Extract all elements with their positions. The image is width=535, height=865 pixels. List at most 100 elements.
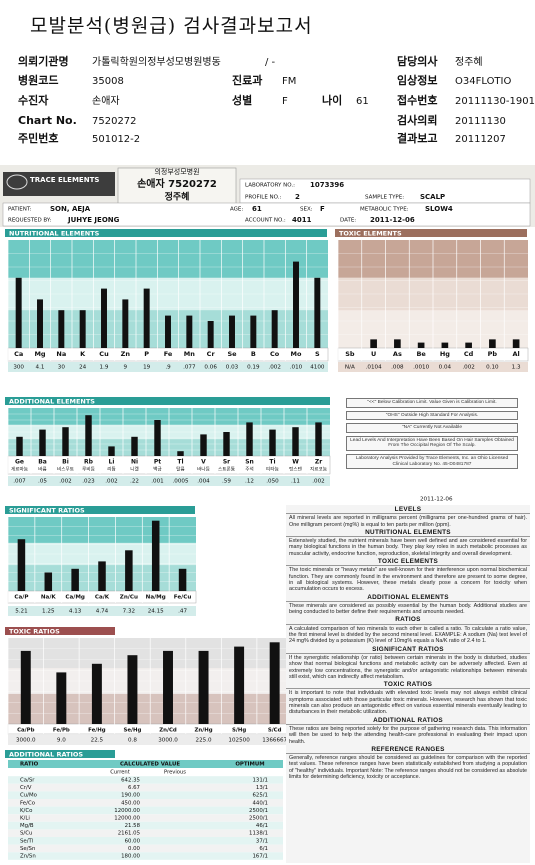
section-title: TOXIC RATIOS [9, 627, 60, 635]
element-label: Zn/Cd [159, 728, 177, 734]
note-text: If the synergistic relationship (or rati… [289, 654, 527, 680]
ratio-name: Se/Tl [20, 838, 33, 844]
bar [71, 568, 79, 591]
element-korean-name: 루비듐 [82, 466, 95, 473]
element-value: 0.8 [128, 738, 137, 744]
section-title: ADDITIONAL ELEMENTS [9, 397, 95, 405]
element-label: Zn/Hg [195, 728, 213, 734]
element-label: Sr [223, 459, 230, 466]
element-value: .002 [462, 365, 474, 371]
element-value: 300 [13, 365, 24, 371]
element-value: 225.0 [196, 738, 212, 744]
element-value: 22.5 [91, 738, 104, 744]
field-value: 손애자 [92, 95, 120, 107]
field-label: Chart No. [18, 114, 77, 127]
field-label: 진료과 [232, 73, 262, 87]
table-row [8, 799, 283, 807]
bar [165, 315, 171, 348]
logo-mark [6, 174, 28, 190]
form-label: ACCOUNT NO.: [245, 218, 286, 224]
bar [44, 572, 53, 591]
element-value: 4100 [310, 365, 325, 371]
element-label: As [393, 350, 402, 358]
bar [229, 315, 235, 348]
value-row [8, 606, 196, 616]
note-text: A calculated comparison of two minerals … [289, 625, 527, 645]
element-label: Fe/Cu [174, 595, 192, 601]
form-value: 1073396 [310, 181, 344, 189]
element-value: 24.15 [148, 609, 164, 615]
element-value: 1.3 [512, 365, 521, 371]
logo: TRACE ELEMENTS [30, 176, 99, 184]
section-title: SIGNIFICANT RATIOS [9, 506, 85, 514]
bar [315, 422, 322, 456]
ratio-optimum: 167/1 [252, 854, 268, 860]
field-label: 의뢰기관명 [18, 54, 69, 68]
element-value: .023 [82, 479, 95, 485]
form-value: 2011-12-06 [370, 216, 415, 224]
ratio-optimum: 2500/1 [249, 816, 268, 822]
element-value: 0.04 [439, 365, 452, 371]
ratio-value: 2161.05 [118, 831, 140, 837]
section-title-bar [5, 506, 195, 514]
element-value: .0010 [413, 365, 429, 371]
ratio-name: Fe/Co [20, 800, 35, 806]
field-label: 결과보고 [397, 131, 437, 145]
element-korean-name: 바륨 [38, 466, 46, 473]
bar [79, 310, 86, 348]
form-label: PATIENT: [8, 207, 32, 213]
element-value: .22 [130, 479, 139, 485]
bar [17, 539, 26, 591]
legend-note: Laboratory Analysis Provided by Trace El… [346, 453, 518, 470]
bar [177, 451, 184, 456]
section-title: NUTRITIONAL ELEMENTS [9, 229, 100, 237]
element-value: .004 [197, 479, 210, 485]
table-row [8, 814, 283, 822]
table-row [8, 837, 283, 845]
bar [163, 650, 173, 724]
bar [127, 655, 138, 724]
form-value: 2 [295, 193, 300, 201]
legend-note: "<<" Below Calibration Limit. Value Give… [346, 398, 518, 408]
form-value: SON, AEJA [50, 205, 91, 213]
ratio-value: 21.58 [125, 823, 141, 829]
value-row [338, 362, 528, 372]
bar [39, 429, 46, 456]
element-label: Ca/Mg [65, 595, 85, 601]
bar [250, 315, 257, 348]
field-value: 7520272 [92, 116, 137, 127]
field-label: 임상정보 [397, 73, 437, 87]
form-box [239, 178, 531, 204]
element-label: Li [109, 459, 115, 466]
element-value: .002 [59, 479, 71, 485]
table-row [8, 783, 283, 792]
element-label: Pb [488, 350, 498, 358]
bar [292, 427, 299, 456]
form-box [2, 202, 531, 227]
section-title: TOXIC ELEMENTS [339, 229, 402, 237]
bar [37, 299, 43, 348]
note-heading: NUTRITIONAL ELEMENTS [286, 529, 530, 538]
element-value: N/A [345, 365, 355, 371]
element-value: 4.13 [69, 609, 82, 615]
legend-note: "OHS" Outside High Standard For Analysis… [346, 410, 518, 421]
element-label: Be [416, 350, 426, 358]
element-label: Ca [14, 350, 23, 358]
chart-band [8, 240, 328, 278]
form-value: 61 [252, 205, 262, 213]
ratio-name: Se/Sn [20, 846, 35, 852]
ratio-name: K/Li [20, 816, 30, 822]
bar [394, 339, 401, 348]
ratio-value: 12000.00 [114, 808, 140, 814]
note-heading: TOXIC RATIOS [286, 681, 530, 690]
element-label: Mg [34, 350, 45, 358]
bar [293, 261, 299, 348]
element-label: Na/K [41, 595, 56, 601]
bar [62, 427, 69, 456]
element-value: .0104 [366, 365, 382, 371]
bar [122, 299, 129, 348]
element-value: .002 [312, 479, 324, 485]
element-value: 7.32 [123, 609, 135, 615]
element-korean-name: 티타늄 [266, 466, 279, 473]
